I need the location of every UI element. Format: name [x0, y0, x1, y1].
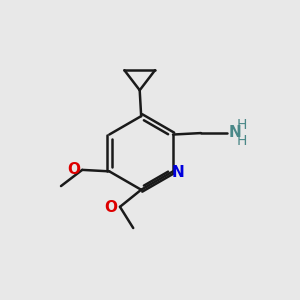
- Text: N: N: [228, 125, 241, 140]
- Text: H: H: [237, 118, 247, 132]
- Text: H: H: [237, 134, 247, 148]
- Text: O: O: [67, 162, 80, 177]
- Text: N: N: [172, 165, 185, 180]
- Text: O: O: [105, 200, 118, 215]
